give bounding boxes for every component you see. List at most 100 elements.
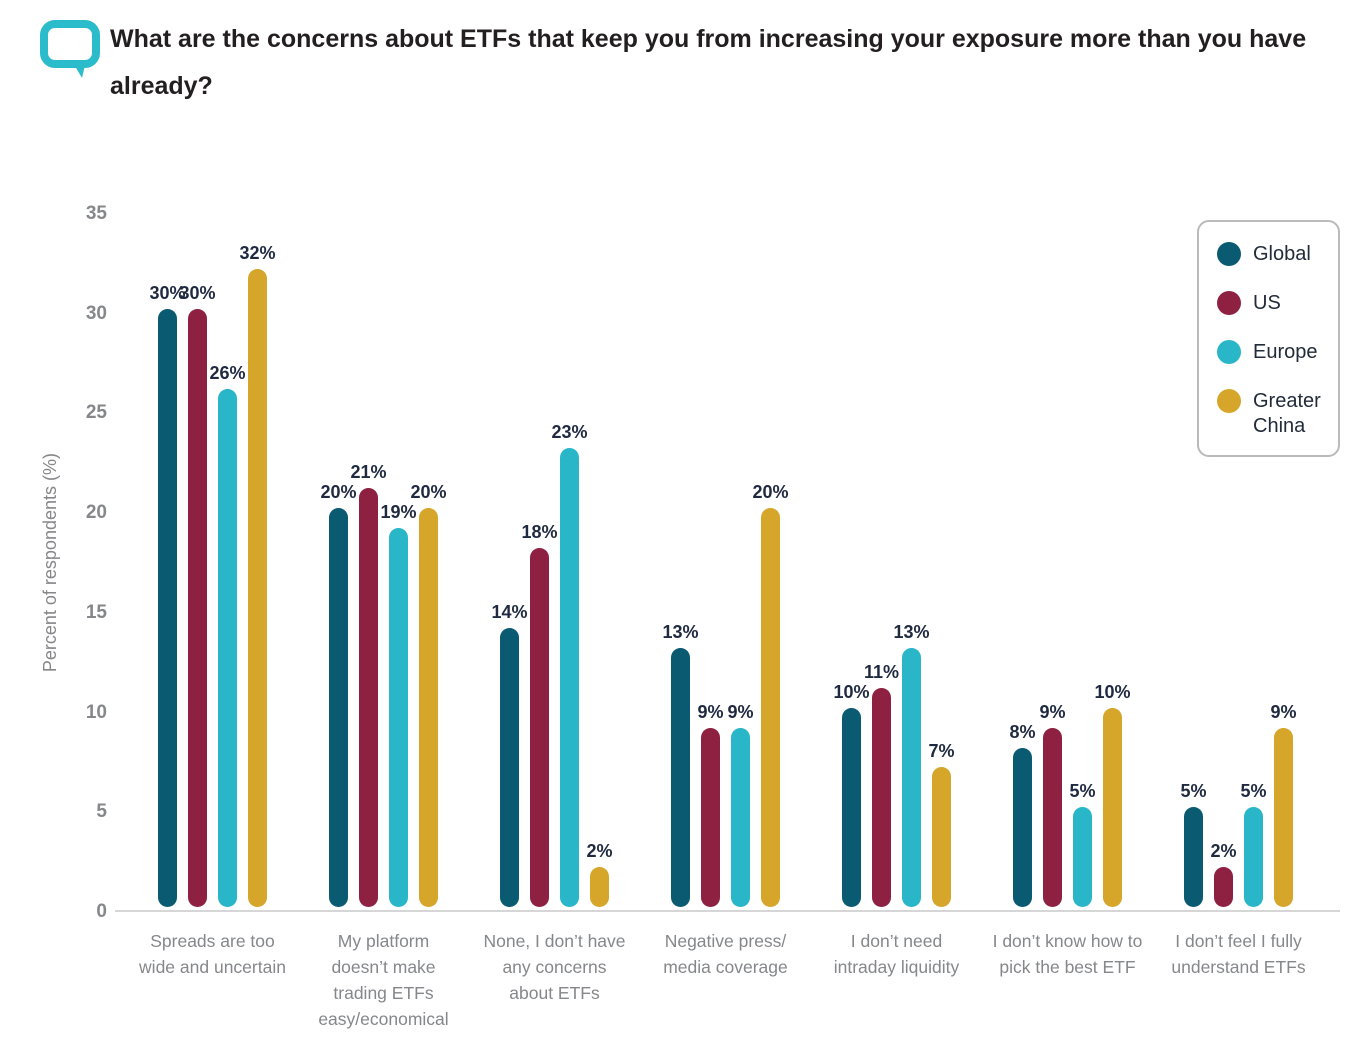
bar-value-label: 5% bbox=[1240, 781, 1267, 802]
legend-label: US bbox=[1253, 292, 1281, 314]
bar-value-label: 8% bbox=[1009, 721, 1036, 742]
bar-slot: 5% bbox=[1069, 781, 1096, 907]
bar-global bbox=[500, 627, 519, 907]
y-tick-label: 35 bbox=[85, 203, 107, 224]
bar-value-label: 20% bbox=[320, 482, 357, 503]
bar-global bbox=[1013, 747, 1032, 907]
bar-value-label: 2% bbox=[586, 841, 613, 862]
bar-europe bbox=[389, 528, 408, 907]
category-group: 20% 21% 19% 20% My platform doesn’t make tradi… bbox=[298, 214, 469, 1029]
bar-greater-china bbox=[590, 867, 609, 907]
bar-slot: 23% bbox=[551, 422, 588, 907]
category-label-line: any concerns bbox=[502, 957, 607, 977]
category-label-line: I don’t feel I fully bbox=[1175, 931, 1302, 951]
bar-us bbox=[872, 687, 891, 907]
bar-greater-china bbox=[761, 508, 780, 907]
bar-value-label: 5% bbox=[1180, 781, 1207, 802]
bar-slot: 5% bbox=[1240, 781, 1267, 907]
bar-slot: 9% bbox=[727, 702, 754, 907]
legend-item: Europe bbox=[1217, 340, 1326, 365]
bars-row: 10% 11% 13% 7% bbox=[833, 622, 955, 907]
legend-items: Global US Europe Greater China bbox=[1217, 242, 1326, 439]
bar-global bbox=[842, 707, 861, 907]
bar-value-label: 9% bbox=[697, 701, 724, 722]
bar-global bbox=[158, 308, 177, 907]
bar-slot: 9% bbox=[1039, 702, 1066, 907]
bar-slot: 2% bbox=[1210, 841, 1237, 907]
category-label: Spreads are too wide and uncertain bbox=[118, 928, 308, 980]
legend-label: Europe bbox=[1253, 341, 1318, 363]
category-label-line: about ETFs bbox=[509, 983, 600, 1003]
bar-value-label: 14% bbox=[491, 601, 528, 622]
bar-slot: 10% bbox=[1094, 682, 1131, 907]
bar-slot: 7% bbox=[928, 741, 955, 907]
bar-slot: 14% bbox=[491, 602, 528, 907]
bar-europe bbox=[731, 727, 750, 907]
bar-europe bbox=[1073, 807, 1092, 907]
category-group: 30% 30% 26% 32% Spreads are too wide and unce… bbox=[127, 214, 298, 977]
bar-slot: 32% bbox=[239, 243, 276, 907]
bar-value-label: 21% bbox=[350, 462, 387, 483]
category-label-line: None, I don’t have bbox=[483, 931, 626, 951]
bar-slot: 9% bbox=[1270, 702, 1297, 907]
bars-row: 30% 30% 26% 32% bbox=[149, 243, 276, 907]
bar-slot: 9% bbox=[697, 702, 724, 907]
bar-us bbox=[1043, 727, 1062, 907]
bar-value-label: 30% bbox=[179, 282, 216, 303]
category-label-line: Spreads are too bbox=[150, 931, 275, 951]
bar-greater-china bbox=[419, 508, 438, 907]
legend: Global US Europe Greater China bbox=[1197, 220, 1340, 457]
bar-value-label: 19% bbox=[380, 502, 417, 523]
bar-slot: 19% bbox=[380, 502, 417, 907]
bar-value-label: 7% bbox=[928, 741, 955, 762]
bar-us bbox=[359, 488, 378, 907]
speech-bubble-icon bbox=[40, 20, 100, 78]
bars-row: 14% 18% 23% 2% bbox=[491, 422, 613, 907]
legend-swatch-icon bbox=[1217, 389, 1241, 413]
y-tick-label: 10 bbox=[85, 701, 107, 723]
category-group: 14% 18% 23% 2% None, I don’t have any concern… bbox=[469, 214, 640, 1003]
category-label-line: My platform bbox=[337, 931, 430, 951]
bars-row: 5% 2% 5% 9% bbox=[1180, 702, 1297, 907]
bar-slot: 2% bbox=[586, 841, 613, 907]
category-label: I don’t need intraday liquidity bbox=[802, 928, 992, 980]
bar-slot: 13% bbox=[893, 622, 930, 907]
chart-header: What are the concerns about ETFs that ke… bbox=[0, 16, 1358, 110]
category-label-line: trading ETFs bbox=[333, 983, 434, 1003]
bar-us bbox=[530, 548, 549, 907]
bar-value-label: 2% bbox=[1210, 841, 1237, 862]
bar-greater-china bbox=[1103, 707, 1122, 907]
bar-value-label: 9% bbox=[727, 701, 754, 722]
bar-europe bbox=[218, 388, 237, 907]
bar-slot: 20% bbox=[752, 482, 789, 907]
bar-value-label: 10% bbox=[833, 681, 870, 702]
category-label: My platform doesn’t make trading ETFs easy/… bbox=[289, 928, 479, 1032]
y-tick-label: 0 bbox=[96, 901, 107, 922]
category-label-line: pick the best ETF bbox=[999, 957, 1136, 977]
bar-slot: 20% bbox=[410, 482, 447, 907]
category-group: 13% 9% 9% 20% Negative press/media coverage bbox=[640, 214, 811, 977]
y-tick-label: 20 bbox=[85, 502, 107, 524]
chart-title: What are the concerns about ETFs that ke… bbox=[110, 25, 1307, 100]
y-tick-label: 25 bbox=[85, 402, 107, 424]
bar-slot: 30% bbox=[179, 283, 216, 907]
category-label-line: media coverage bbox=[663, 957, 788, 977]
category-label: I don’t know how to pick the best ETF bbox=[973, 928, 1163, 980]
bar-value-label: 26% bbox=[209, 362, 246, 383]
y-axis-label: Percent of respondents (%) bbox=[39, 453, 60, 673]
bar-global bbox=[671, 647, 690, 907]
category-label-line: intraday liquidity bbox=[833, 957, 960, 977]
category-label-line: understand ETFs bbox=[1171, 957, 1306, 977]
bar-greater-china bbox=[932, 767, 951, 907]
legend-label: Global bbox=[1253, 243, 1311, 265]
bar-slot: 8% bbox=[1009, 722, 1036, 907]
y-tick-label: 30 bbox=[85, 302, 107, 324]
bars-row: 13% 9% 9% 20% bbox=[662, 482, 789, 907]
bar-value-label: 13% bbox=[893, 621, 930, 642]
bar-slot: 11% bbox=[864, 662, 899, 907]
bar-value-label: 9% bbox=[1039, 701, 1066, 722]
category-label-line: Negative press/ bbox=[664, 931, 787, 951]
category-group: 10% 11% 13% 7% I don’t need intraday liquidit… bbox=[811, 214, 982, 977]
bar-slot: 20% bbox=[320, 482, 357, 907]
bar-global bbox=[329, 508, 348, 907]
